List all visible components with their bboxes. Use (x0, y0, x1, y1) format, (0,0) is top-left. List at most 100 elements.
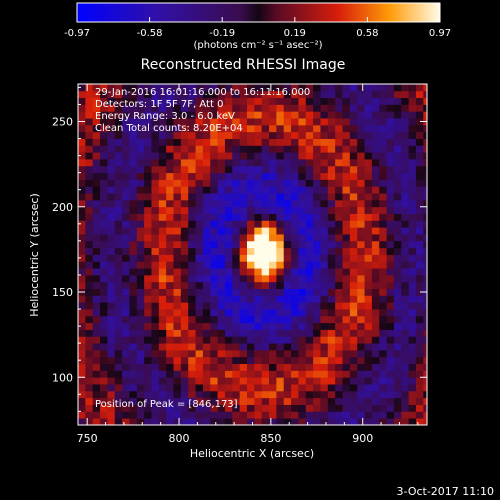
heatmap-cell (305, 172, 314, 180)
heatmap-cell (298, 131, 307, 139)
heatmap-cell (379, 309, 387, 317)
heatmap-cell (371, 356, 380, 365)
heatmap-cell (408, 104, 417, 112)
heatmap-cell (188, 288, 196, 296)
heatmap-cell (195, 152, 204, 160)
heatmap-cell (401, 165, 410, 174)
heatmap-cell (327, 193, 336, 201)
heatmap-cell (269, 220, 277, 228)
heatmap-cell (269, 274, 277, 283)
heatmap-cell (305, 152, 314, 160)
heatmap-cell (100, 418, 108, 425)
heatmap-cell (261, 227, 270, 235)
heatmap-cell (173, 206, 182, 214)
heatmap-cell (136, 343, 145, 351)
heatmap-cell (195, 159, 204, 167)
heatmap-cell (386, 295, 395, 303)
heatmap-cell (269, 397, 277, 405)
heatmap-cell (276, 418, 285, 425)
heatmap-cell (254, 152, 263, 160)
heatmap-cell (107, 397, 116, 405)
heatmap-cell (320, 261, 329, 269)
heatmap-cell (320, 370, 329, 378)
heatmap-cell (379, 302, 387, 310)
heatmap-cell (202, 288, 211, 296)
heatmap-cell (261, 363, 270, 371)
heatmap-cell (107, 349, 116, 358)
heatmap-cell (349, 240, 358, 249)
heatmap-cell (423, 172, 427, 180)
heatmap-cell (180, 165, 189, 174)
heatmap-cell (386, 193, 395, 201)
heatmap-cell (261, 186, 270, 194)
heatmap-cell (129, 418, 138, 425)
heatmap-cell (254, 281, 263, 289)
heatmap-cell (393, 315, 402, 324)
heatmap-cell (239, 261, 248, 269)
heatmap-cell (122, 152, 130, 160)
heatmap-cell (291, 309, 299, 317)
heatmap-cell (349, 186, 358, 194)
heatmap-cell (291, 118, 299, 126)
heatmap-cell (166, 152, 174, 160)
heatmap-cell (415, 104, 424, 112)
heatmap-cell (401, 370, 410, 378)
heatmap-cell (195, 309, 204, 317)
heatmap-cell (393, 90, 402, 99)
heatmap-cell (327, 247, 336, 255)
y-tick-label: 150 (52, 286, 73, 299)
heatmap-cell (144, 220, 152, 228)
heatmap-cell (276, 384, 285, 392)
heatmap-cell (283, 159, 292, 167)
heatmap-cell (166, 302, 174, 310)
heatmap-cell (180, 411, 189, 419)
heatmap-cell (423, 234, 427, 242)
heatmap-cell (393, 336, 402, 344)
heatmap-cell (92, 404, 101, 412)
heatmap-cell (276, 302, 285, 310)
heatmap-cell (283, 411, 292, 419)
heatmap-cell (122, 118, 130, 126)
heatmap-cell (129, 254, 138, 262)
heatmap-cell (100, 322, 108, 330)
heatmap-cell (415, 193, 424, 201)
heatmap-cell (291, 90, 299, 99)
heatmap-cell (254, 336, 263, 344)
heatmap-cell (298, 343, 307, 351)
heatmap-cell (107, 104, 116, 112)
heatmap-cell (129, 186, 138, 194)
heatmap-cell (371, 227, 380, 235)
heatmap-cell (100, 397, 108, 405)
heatmap-cell (210, 370, 218, 378)
heatmap-cell (202, 97, 211, 105)
heatmap-cell (180, 343, 189, 351)
heatmap-cell (217, 90, 226, 99)
heatmap-cell (408, 152, 417, 160)
heatmap-cell (92, 159, 101, 167)
heatmap-cell (224, 336, 233, 344)
heatmap-cell (239, 377, 248, 385)
heatmap-cell (173, 227, 182, 235)
heatmap-cell (357, 370, 365, 378)
heatmap-cell (327, 370, 336, 378)
heatmap-cell (217, 349, 226, 358)
heatmap-cell (92, 131, 101, 139)
heatmap-cell (357, 254, 365, 262)
heatmap-cell (291, 199, 299, 208)
heatmap-cell (246, 172, 255, 180)
heatmap-cell (100, 268, 108, 276)
heatmap-cell (415, 220, 424, 228)
heatmap-cell (254, 329, 263, 337)
heatmap-cell (122, 254, 130, 262)
heatmap-cell (305, 186, 314, 194)
heatmap-cell (224, 411, 233, 419)
heatmap-cell (342, 261, 351, 269)
heatmap-cell (210, 131, 218, 139)
heatmap-cell (232, 261, 241, 269)
heatmap-cell (136, 234, 145, 242)
heatmap-cell (276, 370, 285, 378)
heatmap-cell (386, 390, 395, 399)
heatmap-cell (92, 254, 101, 262)
heatmap-cell (202, 172, 211, 180)
heatmap-cell (195, 322, 204, 330)
